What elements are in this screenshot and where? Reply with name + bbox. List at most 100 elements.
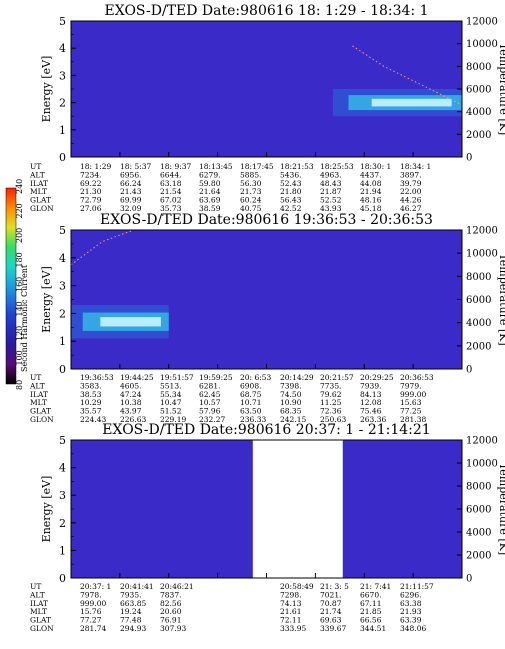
ephemeris-cell: 21.74 [320, 607, 342, 616]
ephemeris-cell: 7234. [80, 170, 101, 179]
ephemeris-cell: 74.13 [280, 599, 302, 608]
ephemeris-cell: 38.59 [199, 204, 221, 213]
ephemeris-cell: 21.85 [360, 607, 382, 616]
emission-band-core [100, 317, 161, 327]
ephemeris-cell: 72.11 [280, 616, 301, 625]
ephemeris-cell: 21:11:57 [400, 582, 434, 591]
y2-tick-label: 6000 [466, 295, 491, 306]
y-tick-label: 5 [59, 15, 66, 28]
ephemeris-cell: 339.67 [320, 624, 346, 633]
ephemeris-cell: 39.79 [400, 179, 422, 188]
ephemeris-cell: 307.93 [160, 624, 186, 633]
ephemeris-cell: 20:36:53 [400, 373, 434, 382]
ephemeris-cell: 7398. [280, 381, 301, 390]
ephemeris-cell: 51.52 [160, 407, 182, 416]
y-tick-label: 1 [59, 124, 66, 137]
ephemeris-row-label: MLT [30, 398, 47, 407]
ephemeris-cell: 35.57 [80, 407, 102, 416]
ephemeris-cell: 44.26 [400, 196, 422, 205]
ephemeris-cell: 4437. [360, 170, 381, 179]
ephemeris-cell: 21.61 [280, 607, 301, 616]
ephemeris-row-label: ALT [29, 590, 45, 599]
colorbar: Second Harmonic Current 80 100 120 140 160 18… [5, 179, 29, 390]
y-tick-label: 2 [59, 97, 66, 110]
ephemeris-cell: 19:51:57 [160, 373, 194, 382]
ephemeris-cell: 67.11 [360, 599, 381, 608]
ephemeris-cell: 18: 9:37 [160, 162, 192, 171]
ephemeris-cell: 18:25:53 [320, 162, 354, 171]
colorbar-tick-label: 200 [15, 228, 24, 243]
ephemeris-cell: 79.62 [320, 390, 342, 399]
y-axis-label: Energy [eV] [40, 56, 53, 123]
ephemeris-cell: 74.50 [280, 390, 302, 399]
ephemeris-cell: 57.96 [199, 407, 221, 416]
y2-tick-label: 2000 [466, 341, 491, 352]
panel-title: EXOS-D/TED Date:980616 18: 1:29 - 18:34:… [105, 3, 429, 19]
ephemeris-cell: 10.71 [240, 398, 261, 407]
ephemeris-cell: 19.24 [120, 607, 142, 616]
ephemeris-cell: 3897. [400, 170, 421, 179]
ephemeris-cell: 232.27 [199, 415, 225, 424]
ephemeris-cell: 242.15 [280, 415, 306, 424]
temperature-trace [70, 229, 134, 266]
ephemeris-cell: 7837. [160, 590, 181, 599]
ephemeris-cell: 21: 7:41 [360, 582, 391, 591]
ephemeris-cell: 20: 6:53 [240, 373, 272, 382]
colorbar-tick-label: 220 [15, 203, 24, 218]
ephemeris-cell: 229.19 [160, 415, 186, 424]
ephemeris-cell: 4963. [320, 170, 341, 179]
ephemeris-cell: 69.22 [80, 179, 102, 188]
y-tick-label: 5 [59, 434, 66, 447]
y-tick-label: 2 [59, 517, 66, 530]
ephemeris-cell: 48.16 [360, 196, 382, 205]
ephemeris-cell: 6670. [360, 590, 381, 599]
y2-tick-label: 4000 [466, 107, 491, 118]
ephemeris-row-label: UT [30, 582, 41, 591]
ephemeris-cell: 3583. [80, 381, 101, 390]
colorbar-label: Second Harmonic Current [20, 264, 29, 372]
y2-tick-label: 12000 [466, 17, 498, 28]
ephemeris-cell: 69.63 [320, 616, 342, 625]
colorbar-tick-label: 100 [15, 350, 24, 365]
ephemeris-cell: 999.00 [400, 390, 426, 399]
y2-tick-label: 12000 [466, 226, 498, 237]
y2-tick-label: 6000 [466, 85, 491, 96]
ephemeris-cell: 7939. [360, 381, 381, 390]
ephemeris-cell: 67.02 [160, 196, 182, 205]
ephemeris-cell: 32.09 [120, 204, 142, 213]
ephemeris-cell: 44.08 [360, 179, 382, 188]
ephemeris-cell: 236.33 [240, 415, 266, 424]
ephemeris-cell: 224.43 [80, 415, 106, 424]
y2-tick-label: 8000 [466, 272, 491, 283]
ephemeris-cell: 43.97 [120, 407, 142, 416]
emission-band-core [371, 98, 452, 107]
ephemeris-cell: 63.39 [400, 616, 422, 625]
y2-tick-label: 2000 [466, 551, 491, 562]
ephemeris-cell: 21.87 [320, 187, 342, 196]
ephemeris-cell: 22.00 [400, 187, 422, 196]
ephemeris-cell: 20:14:29 [280, 373, 314, 382]
y2-tick-label: 4000 [466, 318, 491, 329]
ephemeris-cell: 281.38 [400, 415, 426, 424]
y2-tick-label: 6000 [466, 505, 491, 516]
ephemeris-cell: 6296. [400, 590, 421, 599]
ephemeris-cell: 20:29:25 [360, 373, 394, 382]
ephemeris-cell: 226.63 [120, 415, 146, 424]
ephemeris-cell: 333.95 [280, 624, 306, 633]
ephemeris-cell: 5885. [240, 170, 261, 179]
ephemeris-cell: 11.25 [320, 398, 342, 407]
ephemeris-cell: 55.34 [160, 390, 182, 399]
ephemeris-cell: 59.80 [199, 179, 221, 188]
ephemeris-cell: 45.18 [360, 204, 382, 213]
ephemeris-row-label: GLAT [30, 196, 51, 205]
ephemeris-cell: 999.00 [80, 599, 106, 608]
y-axis-label: Energy [eV] [40, 476, 53, 543]
ephemeris-cell: 12.08 [360, 398, 382, 407]
ephemeris-cell: 281.74 [80, 624, 106, 633]
ephemeris-cell: 27.06 [80, 204, 102, 213]
ephemeris-cell: 18:30: 1 [360, 162, 391, 171]
ephemeris-cell: 20:41:41 [120, 582, 154, 591]
panel-title: EXOS-D/TED Date:980616 19:36:53 - 20:36:… [100, 212, 433, 228]
ephemeris-cell: 18:21:53 [280, 162, 314, 171]
